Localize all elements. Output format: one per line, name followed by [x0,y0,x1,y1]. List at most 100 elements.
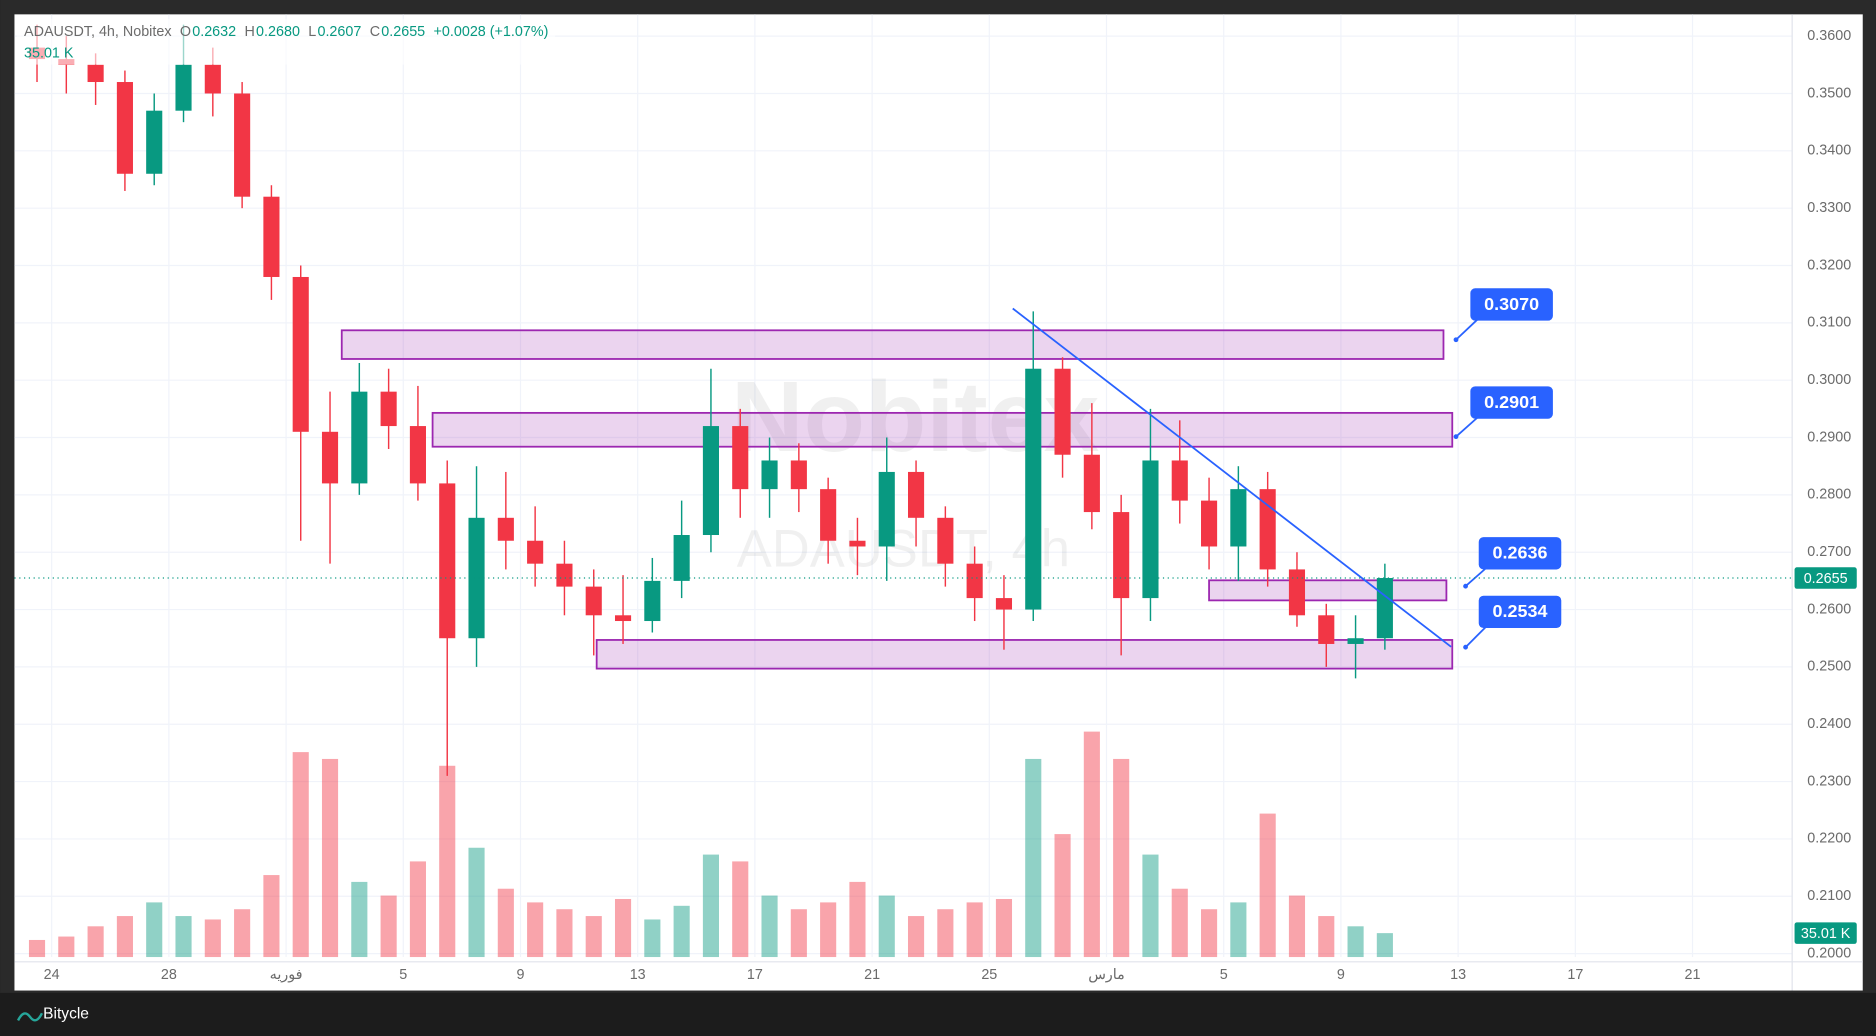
candle-body [556,563,573,587]
overlays: 0.3070 0.2901 0.2636 0.2534 [14,288,1793,650]
last-price-label: 0.2655 [1804,571,1848,587]
candle-body [1171,460,1188,501]
zone [595,639,1454,670]
y-tick-label: 0.2800 [1807,487,1851,503]
volume-box [1794,922,1857,944]
zone [431,411,1454,448]
volume-bar [1113,758,1130,958]
candle-body [673,535,690,581]
candle-body [761,460,778,490]
volume-bar [292,752,309,958]
ohlc-key: L [308,24,316,40]
callout-label: 0.2636 [1493,543,1548,563]
x-tick-label: 17 [1567,967,1583,983]
candle-body [1201,500,1218,547]
callout-box [1470,386,1553,419]
volume-bar [556,909,573,958]
trendline [1012,307,1452,648]
y-tick-label: 0.3600 [1807,28,1851,44]
callout-pointer [1464,626,1487,648]
volume-bar [585,916,602,958]
y-tick-label: 0.2600 [1807,601,1851,617]
candle-body [937,517,954,564]
volume-bar [1054,834,1071,958]
x-tick-label: 9 [1337,967,1345,983]
header-bg [16,19,556,65]
symbol: ADAUSDT, 4h, Nobitex [24,24,172,40]
volume-bar [527,902,544,958]
y-tick-label: 0.2400 [1807,716,1851,732]
x-tick-label: 24 [44,967,60,983]
volume-bar [1083,731,1100,958]
candle-body [1230,489,1247,547]
callout-label: 0.2534 [1493,601,1548,621]
y-tick-label: 0.2300 [1807,773,1851,789]
callout-label: 0.2901 [1484,392,1539,412]
candle-body [146,110,163,174]
volume-bar [1376,933,1393,958]
ohlc-key: H [244,24,254,40]
callout-pointer [1464,567,1487,587]
candle-body [732,426,749,490]
volume-bar [702,854,720,958]
candle-body [1025,368,1042,610]
candle-body [1083,454,1100,513]
header: ADAUSDT, 4h, Nobitex O 0.2632 H 0.2680 L 0.260… [16,19,556,65]
axes: 0.2000 0.2100 0.2200 0.2300 0.2400 0.2500 0.26… [14,14,1863,991]
volume-bar [204,919,221,958]
candle-body [790,460,807,490]
volume-bar [1347,926,1364,958]
candle-body [497,517,514,541]
candle-body [820,489,837,541]
footer-bar [0,992,1876,1036]
candle-body [527,540,544,564]
footer: Bitycle [16,1006,89,1023]
volume-bar [1142,854,1159,958]
logo [16,1012,44,1022]
y-tick-label: 0.2000 [1807,945,1851,961]
volume-bar [409,861,426,958]
volume-bar [146,902,163,958]
candle-body [321,431,339,484]
volume-bar [263,875,280,958]
ohlc-value: 0.2632 [192,24,236,40]
x-tick-label: 21 [864,967,880,983]
footer-brand[interactable]: Bitycle [43,1006,89,1023]
candle-body [439,483,456,639]
volume-bar [790,909,807,958]
x-tick-label: 28 [161,967,177,983]
volume-bar [439,765,456,958]
candle-body [204,64,221,94]
candle-body [702,426,720,536]
candle-body [849,540,866,547]
callout-label: 0.3070 [1484,294,1539,314]
x-tick-label: 5 [1220,967,1228,983]
volume-bar [1259,813,1276,958]
volume-bar [380,895,397,958]
candle-body [878,471,895,547]
volume-bar [937,909,954,958]
ohlc-key: O [180,24,191,40]
volume-bar [468,847,485,958]
candles [28,24,1393,776]
callout-pointer [1455,416,1479,438]
candle-body [1318,615,1335,644]
x-tick-label: 13 [630,967,646,983]
candle-body [966,563,983,599]
callout-dot [1463,644,1468,650]
candle-body [1288,569,1306,616]
ohlc-value: 0.2655 [381,24,425,40]
y-tick-label: 0.2900 [1807,429,1851,445]
candle-body [995,598,1013,610]
last-price-box [1794,567,1857,589]
volume-bar [1288,895,1306,958]
zones [340,329,1454,670]
volume-bar [234,909,251,958]
x-tick-label: 17 [747,967,763,983]
volume-bar [1230,902,1247,958]
y-tick-label: 0.2700 [1807,544,1851,560]
chart-area [14,14,1863,991]
x-tick-label: 25 [981,967,997,983]
zone [340,329,1445,360]
